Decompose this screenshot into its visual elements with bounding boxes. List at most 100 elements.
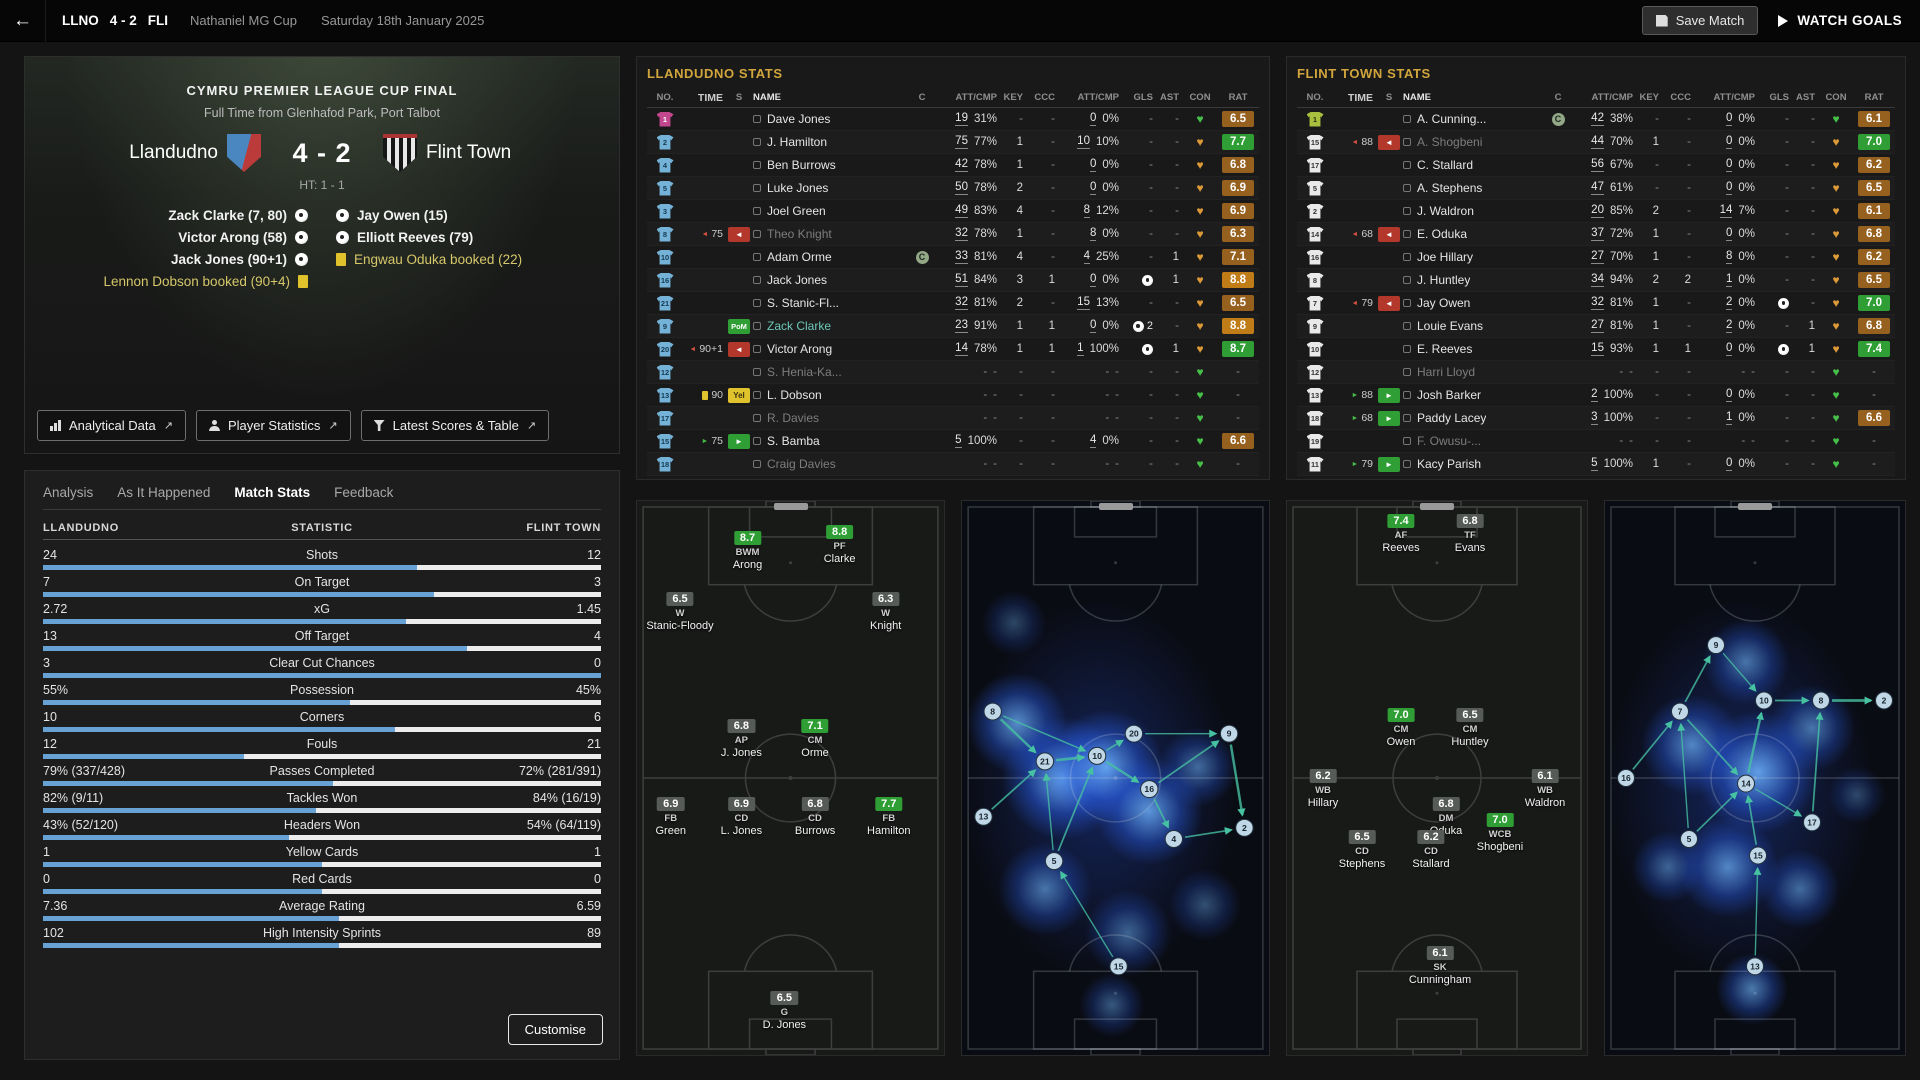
player-name[interactable]: Jay Owen xyxy=(1417,296,1471,310)
formation-player[interactable]: 6.3 W Knight xyxy=(870,591,901,632)
formation-player[interactable]: 7.0 WCB Shogbeni xyxy=(1477,813,1523,853)
player-name[interactable]: Joel Green xyxy=(767,204,826,218)
customise-button[interactable]: Customise xyxy=(507,1014,603,1045)
player-name[interactable]: Josh Barker xyxy=(1417,388,1482,402)
player-row[interactable]: 16 Joe Hillary 27 70% 1 - 8 0% - - ♥ 6.2 xyxy=(1297,246,1895,269)
player-name[interactable]: E. Reeves xyxy=(1417,342,1473,356)
panel-drag-handle[interactable] xyxy=(773,503,808,510)
column-header-no[interactable]: NO. xyxy=(1306,92,1324,103)
player-name[interactable]: S. Henia-Ka... xyxy=(767,365,842,379)
player-row[interactable]: 7 ◄ 79 ◄ Jay Owen 32 81% 1-2 0% - ♥ 7.0 xyxy=(1297,292,1895,315)
panel-drag-handle[interactable] xyxy=(1738,503,1772,510)
formation-player[interactable]: 6.8 AP J. Jones xyxy=(721,719,762,759)
column-header-gls[interactable]: GLS xyxy=(1133,92,1153,103)
column-header-con[interactable]: CON xyxy=(1189,92,1211,103)
player-row[interactable]: 18 ► 68 ► Paddy Lacey 3 100% - -1 0% - - ♥ 6.6 xyxy=(1297,407,1895,430)
formation-player[interactable]: 7.7 FB Hamilton xyxy=(867,796,910,837)
player-name[interactable]: Dave Jones xyxy=(767,112,831,126)
formation-player[interactable]: 7.4 AF Reeves xyxy=(1382,514,1420,554)
tab-as-it-happened[interactable]: As It Happened xyxy=(117,485,211,500)
player-name[interactable]: S. Stanic-Fl... xyxy=(767,296,840,310)
tab-match-stats[interactable]: Match Stats xyxy=(234,485,311,500)
formation-player[interactable]: 6.1 SK Cunningham xyxy=(1409,946,1471,986)
column-header-no[interactable]: NO. xyxy=(656,92,674,103)
column-header-ast[interactable]: AST xyxy=(1160,92,1179,103)
player-name[interactable]: J. Hamilton xyxy=(767,135,828,149)
player-row[interactable]: 10 E. Reeves 15 93% 1 1 0 0% 1 ♥ 7.4 xyxy=(1297,338,1895,361)
player-row[interactable]: 5 A. Stephens 47 61% - - 0 0% - - ♥ 6.5 xyxy=(1297,177,1895,200)
formation-player[interactable]: 6.5 CM Huntley xyxy=(1451,708,1489,748)
column-header-key[interactable]: KEY xyxy=(1003,92,1023,103)
sub-off-badge[interactable]: ◄ xyxy=(1378,295,1400,311)
formation-player[interactable]: 6.5 CD Stephens xyxy=(1339,830,1385,870)
home-team-name[interactable]: Llandudno xyxy=(129,142,218,163)
player-name[interactable]: Adam Orme xyxy=(767,250,832,264)
away-team-name[interactable]: Flint Town xyxy=(426,142,512,163)
player-row[interactable]: 18 Craig Davies - - - - - - - - ♥ - xyxy=(647,453,1259,476)
formation-player[interactable]: 6.1 WB Waldron xyxy=(1525,769,1565,809)
player-row[interactable]: 9 Louie Evans 27 81% 1 - 2 0% - 1 ♥ 6.8 xyxy=(1297,315,1895,338)
column-header-gls[interactable]: GLS xyxy=(1769,92,1789,103)
player-row[interactable]: 8 ◄ 75 ◄ Theo Knight 32 78% 1-8 0% - - ♥ 6.3 xyxy=(647,223,1259,246)
watch-goals-button[interactable]: WATCH GOALS xyxy=(1778,13,1902,28)
player-name[interactable]: J. Waldron xyxy=(1417,204,1474,218)
column-header-name[interactable]: NAME xyxy=(753,92,781,103)
player-name[interactable]: Kacy Parish xyxy=(1417,457,1482,471)
column-header-attcmp[interactable]: ATT/CMP xyxy=(1077,92,1119,103)
tab-analysis[interactable]: Analysis xyxy=(43,485,94,500)
column-header-rat[interactable]: RAT xyxy=(1864,92,1884,103)
player-name[interactable]: Luke Jones xyxy=(767,181,829,195)
formation-player[interactable]: 6.5 G D. Jones xyxy=(763,990,806,1031)
player-row[interactable]: 2 J. Waldron 20 85% 2 - 14 7% - - ♥ 6.1 xyxy=(1297,200,1895,223)
panel-drag-handle[interactable] xyxy=(1420,503,1454,510)
player-name[interactable]: Paddy Lacey xyxy=(1417,411,1487,425)
player-row[interactable]: 15 ◄ 88 ◄ A. Shogbeni 44 70% 1-0 0% - - ♥ 7.0 xyxy=(1297,131,1895,154)
column-header-ast[interactable]: AST xyxy=(1796,92,1815,103)
column-header-ccc[interactable]: CCC xyxy=(1670,92,1691,103)
column-header-attcmp[interactable]: ATT/CMP xyxy=(955,92,997,103)
summary-button[interactable]: Latest Scores & Table ↗ xyxy=(360,410,550,441)
column-header-ccc[interactable]: CCC xyxy=(1034,92,1055,103)
column-header-rat[interactable]: RAT xyxy=(1228,92,1248,103)
column-header-s[interactable]: S xyxy=(735,92,743,103)
player-name[interactable]: Louie Evans xyxy=(1417,319,1484,333)
summary-button[interactable]: Analytical Data ↗ xyxy=(37,410,186,441)
player-row[interactable]: 12 Harri Lloyd - - - - - - - - ♥ - xyxy=(1297,361,1895,384)
player-row[interactable]: 20 ◄ 90+1 ◄ Victor Arong 14 78% 1 1 1 100% 1 ♥ 8.7 xyxy=(647,338,1259,361)
formation-player[interactable]: 7.0 CM Owen xyxy=(1387,708,1415,748)
player-name[interactable]: A. Shogbeni xyxy=(1417,135,1483,149)
formation-player[interactable]: 6.8 CD Burrows xyxy=(795,796,835,837)
player-row[interactable]: 17 R. Davies - - - - - - - - ♥ - xyxy=(647,407,1259,430)
column-header-c[interactable]: C xyxy=(1554,92,1562,103)
column-header-key[interactable]: KEY xyxy=(1639,92,1659,103)
player-name[interactable]: S. Bamba xyxy=(767,434,820,448)
column-header-con[interactable]: CON xyxy=(1825,92,1847,103)
player-row[interactable]: 5 Luke Jones 50 78% 2 - 0 0% - - ♥ 6.9 xyxy=(647,177,1259,200)
player-name[interactable]: Craig Davies xyxy=(767,457,836,471)
player-row[interactable]: 9 PoM Zack Clarke 23 91% 1 1 0 0% 2 - ♥ 8.8 xyxy=(647,315,1259,338)
player-row[interactable]: 16 Jack Jones 51 84% 3 1 0 0% 1 ♥ 8.8 xyxy=(647,269,1259,292)
player-name[interactable]: Ben Burrows xyxy=(767,158,836,172)
formation-player[interactable]: 8.8 PF Clarke xyxy=(824,525,856,565)
sub-on-badge[interactable]: ► xyxy=(1378,456,1400,472)
player-row[interactable]: 8 J. Huntley 34 94% 2 2 1 0% - - ♥ 6.5 xyxy=(1297,269,1895,292)
column-header-name[interactable]: NAME xyxy=(1403,92,1431,103)
player-name[interactable]: L. Dobson xyxy=(767,388,822,402)
formation-player[interactable]: 8.7 BWM Arong xyxy=(733,530,762,571)
column-header-attcmp[interactable]: ATT/CMP xyxy=(1591,92,1633,103)
player-row[interactable]: 4 Ben Burrows 42 78% 1 - 0 0% - - ♥ 6.8 xyxy=(647,154,1259,177)
formation-player[interactable]: 6.2 CD Stallard xyxy=(1412,830,1450,870)
player-row[interactable]: 13 90 Yel L. Dobson - - - - - - - - ♥ - xyxy=(647,384,1259,407)
player-row[interactable]: 12 S. Henia-Ka... - - - - - - - - ♥ - xyxy=(647,361,1259,384)
player-row[interactable]: 11 ► 79 ► Kacy Parish 5 100% 1-0 0% - - ♥ - xyxy=(1297,453,1895,476)
player-name[interactable]: C. Stallard xyxy=(1417,158,1474,172)
player-name[interactable]: A. Stephens xyxy=(1417,181,1483,195)
player-name[interactable]: E. Oduka xyxy=(1417,227,1468,241)
formation-player[interactable]: 7.1 CM Orme xyxy=(801,719,829,759)
formation-player[interactable]: 6.9 CD L. Jones xyxy=(721,796,762,837)
column-header-time[interactable]: TIME xyxy=(1347,91,1373,104)
sub-off-badge[interactable]: ◄ xyxy=(1378,134,1400,150)
player-row[interactable]: 1 A. Cunning... C 42 38% - - 0 0% - - ♥ 6.1 xyxy=(1297,108,1895,131)
player-row[interactable]: 15 ► 75 ► S. Bamba 5 100% - -4 0% - - ♥ 6.6 xyxy=(647,430,1259,453)
player-name[interactable]: J. Huntley xyxy=(1417,273,1471,287)
